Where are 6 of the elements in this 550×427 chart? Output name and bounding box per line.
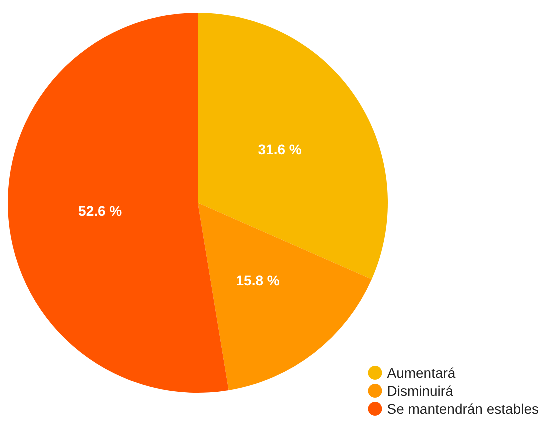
data-label: 15.8 % <box>236 272 280 288</box>
legend-label: Disminuirá <box>387 383 454 399</box>
legend-label: Aumentará <box>387 365 456 381</box>
legend-label: Se mantendrán estables <box>387 401 539 417</box>
data-label: 31.6 % <box>258 141 302 158</box>
data-label: 52.6 % <box>78 202 123 219</box>
